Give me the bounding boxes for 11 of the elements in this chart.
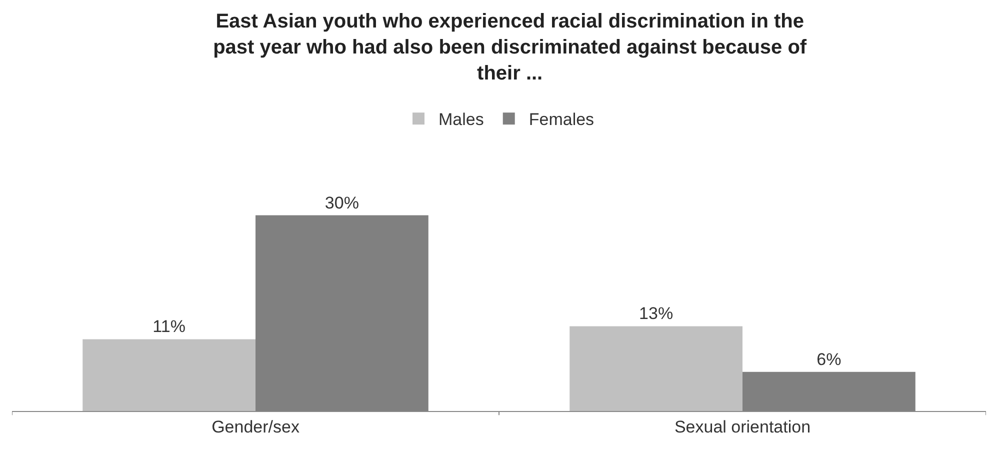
- bar: [570, 326, 742, 411]
- data-label: 11%: [152, 317, 186, 336]
- x-tick-label: Gender/sex: [212, 417, 300, 436]
- data-label: 6%: [816, 350, 842, 369]
- x-tick-label: Sexual orientation: [674, 417, 811, 436]
- legend-label: Females: [528, 110, 594, 130]
- legend-label: Males: [438, 110, 484, 130]
- data-label: 30%: [324, 193, 359, 212]
- bar: [82, 339, 256, 411]
- chart-title: East Asian youth who experienced racial discrimination in the past year who had also been discriminated against because of their ...: [213, 10, 807, 84]
- data-label: 13%: [639, 304, 674, 324]
